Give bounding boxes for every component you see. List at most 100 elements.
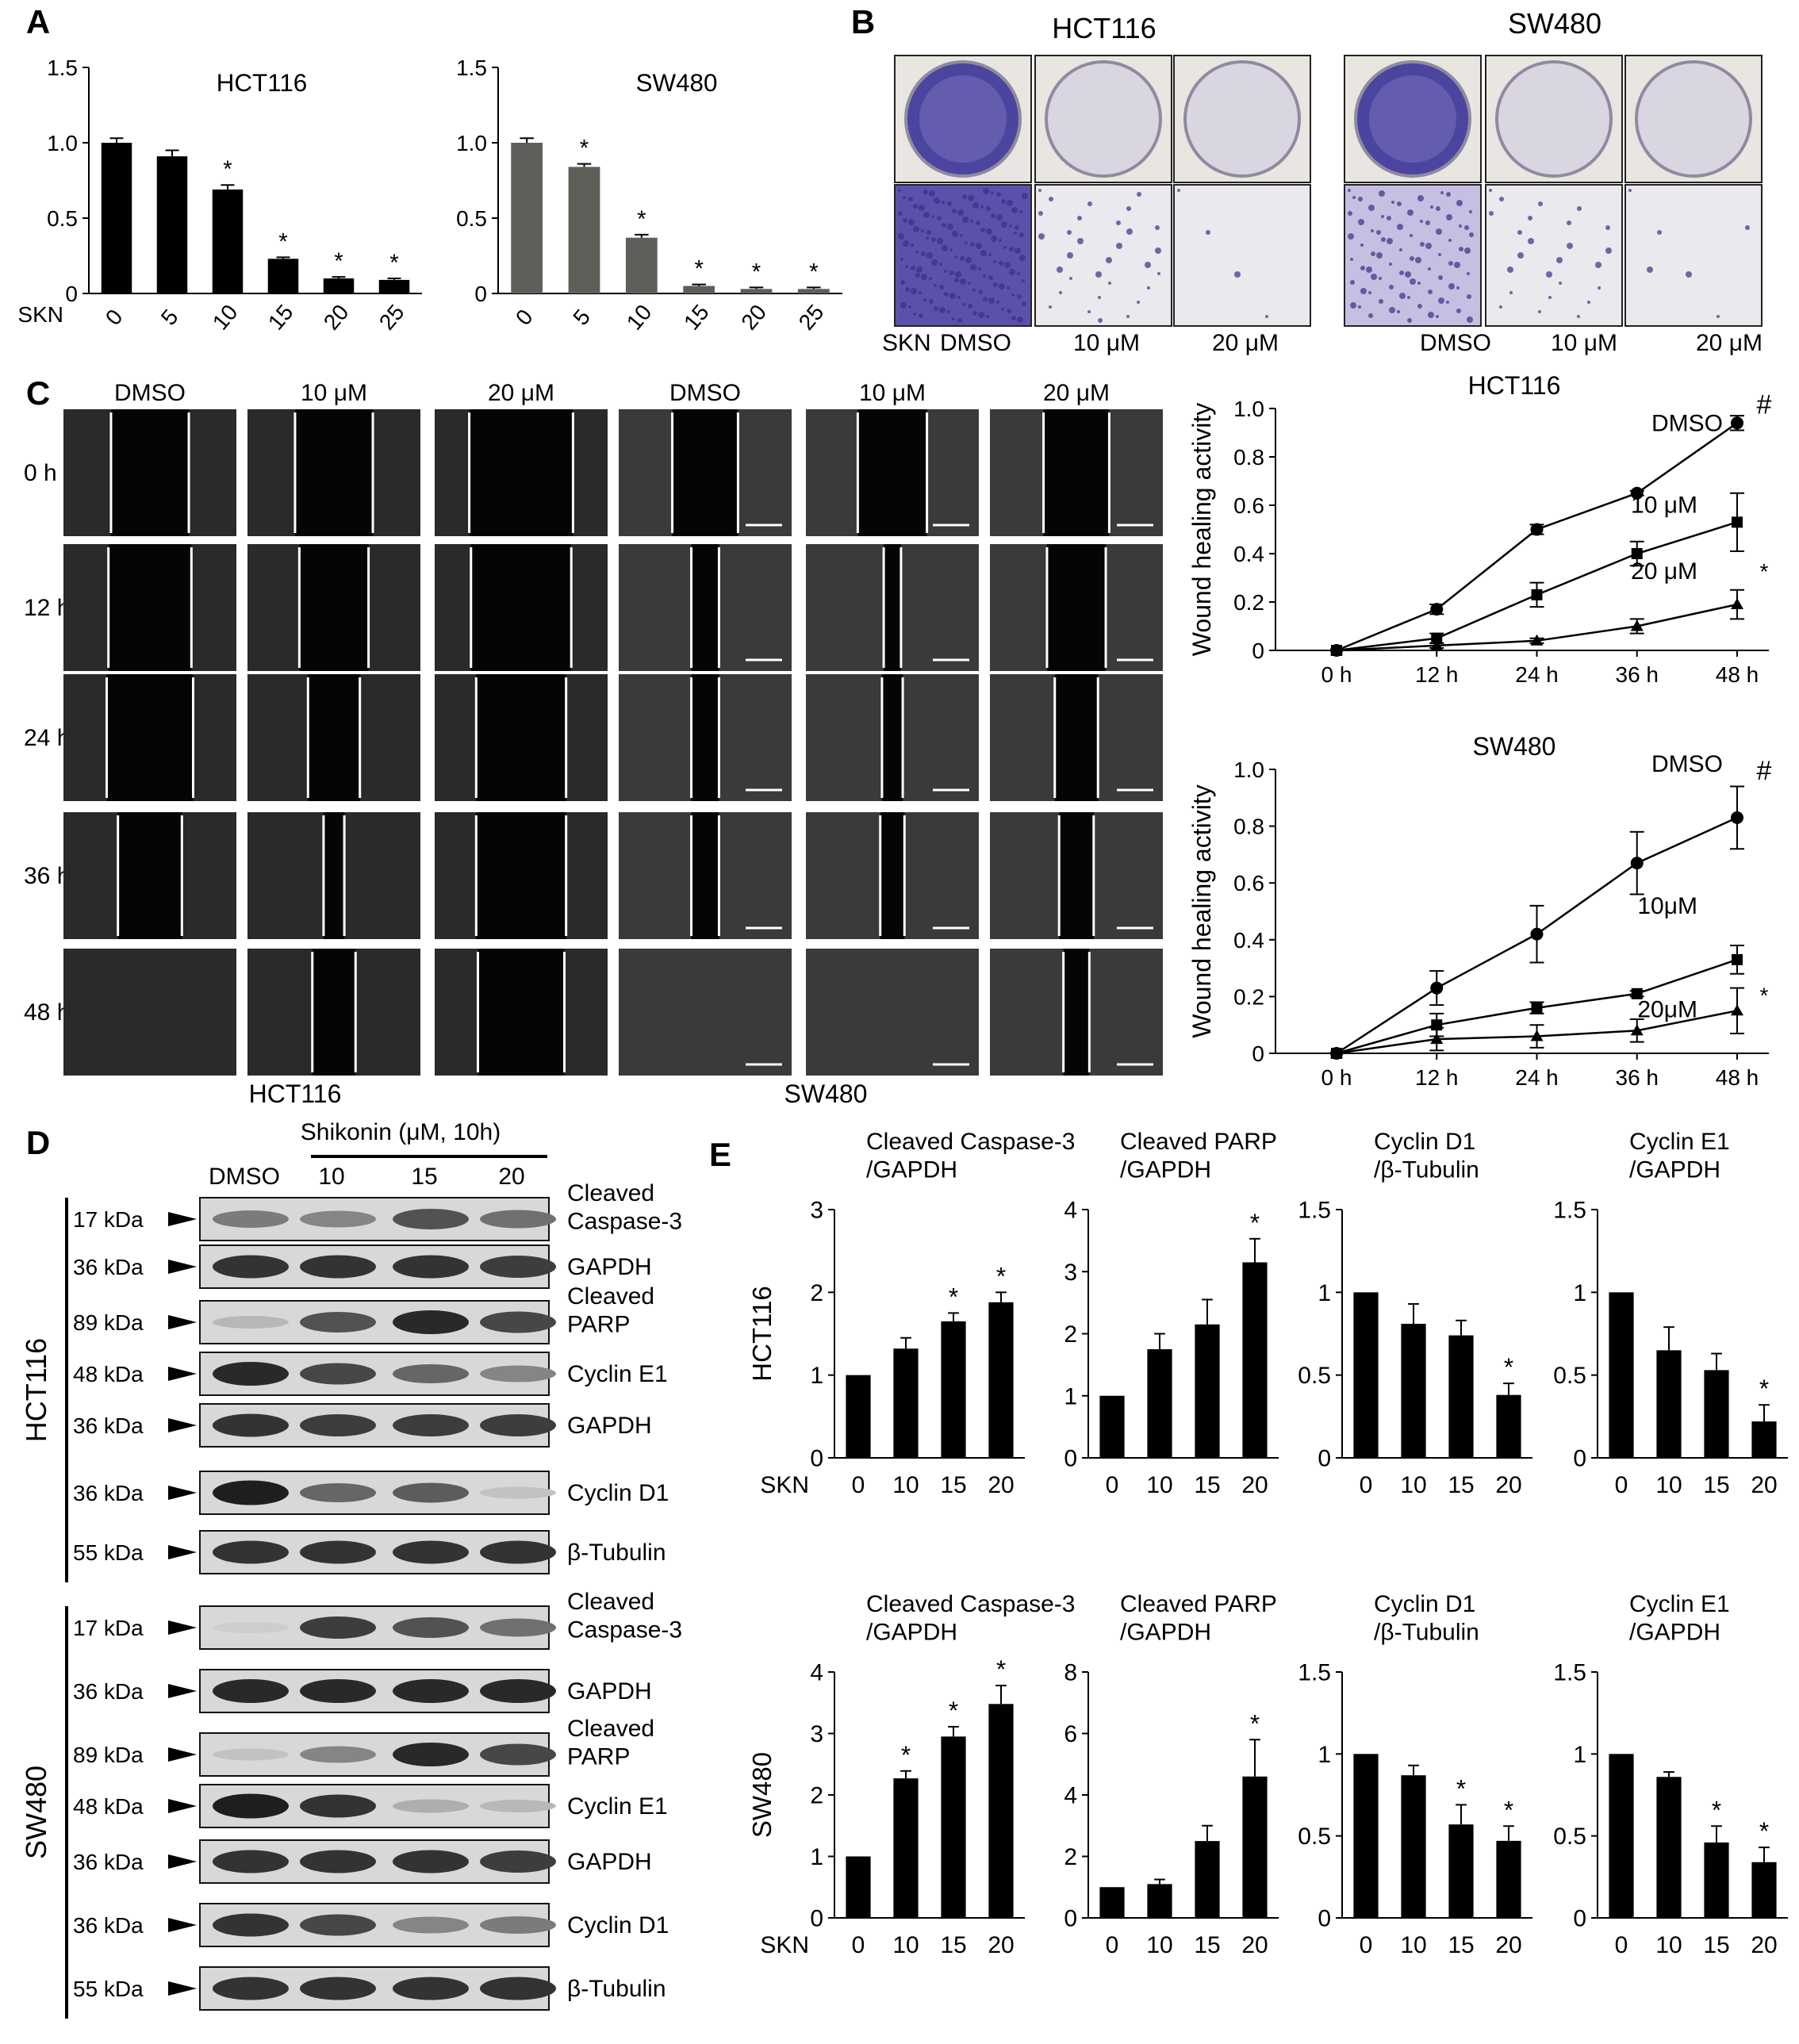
wound-gap (294, 409, 374, 536)
colony-dot (1206, 230, 1210, 235)
colony-dot (1017, 272, 1020, 275)
x-tick-label: 0 (1106, 1472, 1119, 1498)
y-tick-label: 0 (1318, 1906, 1331, 1932)
colony-dot (913, 204, 918, 209)
wb-arrow-marker (168, 1486, 197, 1500)
x-axis-label: SKN (760, 1932, 809, 1958)
colony-dot (1098, 318, 1103, 323)
y-tick-label: 0 (65, 282, 78, 306)
colony-dot (1556, 257, 1563, 263)
colony-dot (1456, 309, 1461, 313)
wb-band (393, 1799, 469, 1813)
colony-dot (1352, 196, 1356, 199)
x-tick-label: 0 (1360, 1932, 1373, 1958)
wb-band (393, 1977, 469, 2000)
x-tick-label: 10 (1400, 1932, 1426, 1958)
colony-dot (939, 263, 942, 266)
wound-cell-label: SW480 (784, 1080, 868, 1108)
colony-dot (1717, 315, 1720, 318)
colony-dot (1077, 238, 1084, 244)
panel-letter: E (709, 1136, 731, 1173)
colony-dot (970, 242, 975, 247)
series-label: 10 μM (1631, 492, 1697, 518)
series-significance: # (1757, 389, 1772, 420)
colony-dot (1019, 255, 1026, 261)
wb-group-label: SW480 (20, 1766, 52, 1859)
colony-dot (911, 266, 915, 270)
wb-protein-label: GAPDH (567, 1849, 652, 1875)
wb-band (300, 1616, 376, 1639)
chart-title-line: /GAPDH (866, 1156, 957, 1183)
wound-condition-label: DMSO (669, 380, 741, 406)
colony-dot (1598, 286, 1601, 290)
bar (1401, 1775, 1426, 1918)
significance-marker: * (996, 1261, 1006, 1290)
colony-dot (1428, 290, 1433, 294)
wb-arrow-marker (168, 1747, 197, 1762)
colony-dot (923, 298, 926, 301)
colony-dot (1417, 195, 1424, 201)
data-point (1330, 644, 1343, 655)
chart-title: Cleaved PARP/GAPDH (1120, 1129, 1277, 1183)
colony-dot (980, 250, 987, 256)
bar (212, 189, 244, 293)
wb-band (480, 1256, 556, 1278)
colony-condition-label: 10 μM (1073, 330, 1140, 356)
colony-plate-dish (1635, 60, 1752, 178)
x-tick-label: 24 h (1515, 1065, 1559, 1090)
colony-dot (1397, 224, 1403, 230)
wound-gap (1063, 949, 1090, 1076)
colony-dot (1440, 191, 1444, 194)
colony-dot (1464, 225, 1469, 230)
colony-dot (1087, 201, 1092, 206)
y-tick-label: 1 (1318, 1742, 1331, 1768)
wb-band (300, 1977, 376, 2000)
chart-title-line: Cyclin E1 (1629, 1129, 1730, 1155)
wb-band (480, 1743, 556, 1766)
wb-lane-label: 20 (498, 1164, 524, 1190)
wound-gap (881, 674, 903, 801)
wb-band (300, 1794, 376, 1818)
colony-dot (1011, 293, 1015, 297)
colony-dot (903, 218, 907, 223)
colony-dot (1009, 269, 1015, 275)
colony-dot (1368, 205, 1375, 211)
colony-dot (921, 274, 927, 280)
wound-condition-label: 10 μM (859, 380, 926, 406)
x-tick-label: 15 (679, 300, 714, 335)
x-axis-label: SKN (17, 302, 63, 327)
x-tick-label: 10 (622, 300, 657, 335)
colony-dot (996, 192, 1001, 197)
x-tick-label: 20 (1751, 1932, 1777, 1958)
colony-dot (1007, 309, 1011, 313)
wb-band (213, 1679, 289, 1703)
wb-protein-label-line: Cleaved (567, 1716, 654, 1742)
y-tick-label: 2 (1064, 1321, 1077, 1348)
colony-dot (972, 289, 976, 292)
colony-dot (1405, 271, 1411, 278)
colony-dot (996, 214, 1003, 221)
wb-band (300, 1850, 376, 1873)
colony-dot (1368, 313, 1373, 318)
colony-dot (1448, 283, 1455, 290)
colony-dot (1022, 301, 1026, 306)
colony-dot (1577, 206, 1582, 211)
colony-dot (988, 275, 993, 280)
colony-dot (1147, 286, 1150, 290)
x-tick-label: 20 (319, 300, 354, 335)
colony-dot (965, 257, 972, 263)
wb-band (213, 1850, 289, 1873)
y-tick-label: 1 (1064, 1383, 1077, 1409)
colony-dot (1059, 291, 1062, 294)
wound-micrograph (63, 949, 236, 1076)
colony-dot (1446, 214, 1452, 221)
y-tick-label: 1 (1318, 1280, 1331, 1306)
colony-dot (1381, 215, 1384, 218)
colony-dot (1067, 230, 1072, 235)
colony-dot (931, 259, 938, 266)
colony-dot (1348, 211, 1352, 216)
colony-dot (1567, 243, 1573, 249)
colony-dot (1116, 243, 1122, 249)
wound-condition-label: 20 μM (1043, 380, 1110, 406)
colony-dot (911, 244, 914, 247)
